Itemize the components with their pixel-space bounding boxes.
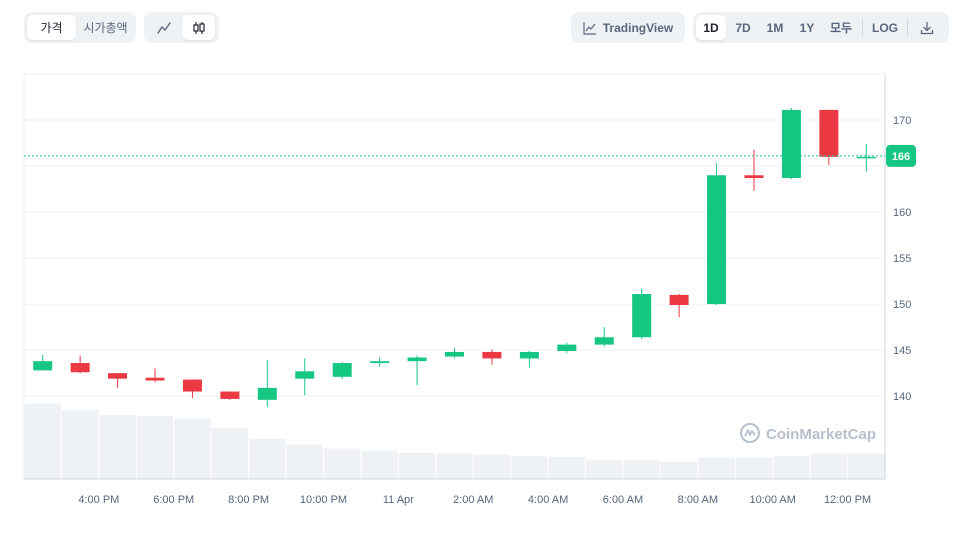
volume-bar	[361, 451, 398, 479]
price-marketcap-toggle: 가격 시가총액	[24, 12, 136, 43]
volume-bar	[61, 410, 99, 479]
y-tick-label: 170	[893, 115, 911, 127]
volume-bar	[99, 415, 136, 479]
volume-bar	[473, 454, 511, 479]
y-tick-label: 150	[893, 299, 911, 311]
current-price-label: 166	[892, 151, 910, 163]
candle-body	[220, 391, 240, 399]
volume-bar	[623, 460, 660, 479]
axes: 140 145 150 155 160 170 4:00 PM 6:00 PM 8:00 PM 1…	[24, 74, 916, 506]
candle-body	[108, 373, 128, 379]
tradingview-chart-icon	[583, 21, 596, 35]
candle-body	[182, 379, 202, 392]
candle-body	[482, 351, 502, 359]
y-tick-label: 140	[893, 391, 911, 403]
candle-body	[557, 344, 577, 352]
toolbar-divider	[862, 19, 863, 36]
volume-bar	[511, 456, 548, 479]
coinmarketcap-logo-icon	[740, 423, 760, 443]
volume-bar	[211, 428, 249, 479]
x-tick-label: 8:00 PM	[228, 494, 269, 506]
watermark-text: CoinMarketCap	[766, 426, 876, 443]
volume-bar	[286, 444, 323, 479]
tradingview-label: TradingView	[602, 20, 674, 35]
tradingview-button[interactable]: TradingView	[571, 12, 685, 43]
candle-body	[632, 293, 652, 338]
x-tick-label: 6:00 PM	[153, 494, 194, 506]
x-tick-label: 11 Apr	[383, 494, 414, 506]
x-tick-label: 10:00 AM	[749, 494, 795, 506]
candle-body	[445, 351, 464, 357]
volume-bar	[848, 453, 885, 479]
x-tick-label: 4:00 AM	[528, 494, 568, 506]
candle-body	[594, 337, 614, 345]
volume-bar	[548, 456, 586, 479]
line-chart-button[interactable]	[147, 15, 180, 40]
candle-body	[707, 175, 727, 305]
x-tick-label: 6:00 AM	[603, 494, 643, 506]
volume-bar	[136, 415, 174, 479]
y-tick-label: 145	[893, 345, 911, 357]
candle-body	[744, 175, 764, 179]
volume-bar	[735, 457, 773, 479]
x-tick-label: 2:00 AM	[453, 494, 493, 506]
current-price-badge	[886, 144, 916, 167]
volume-bar	[773, 456, 810, 479]
line-chart-icon	[156, 21, 171, 34]
candle-body	[33, 361, 53, 371]
candle-body	[70, 363, 90, 373]
volume-bar	[586, 460, 623, 479]
range-1d-button[interactable]: 1D	[696, 15, 726, 40]
range-all-button[interactable]: 모두	[829, 21, 853, 35]
download-icon	[920, 21, 934, 34]
candle-body	[257, 387, 277, 400]
candle-body	[295, 371, 315, 379]
x-tick-label: 8:00 AM	[678, 494, 718, 506]
candle-body	[332, 363, 352, 377]
grid	[23, 73, 885, 479]
x-tick-label: 12:00 PM	[824, 494, 871, 506]
volume-bar	[24, 403, 61, 479]
candlestick-button[interactable]	[182, 15, 215, 40]
y-tick-label: 160	[893, 207, 911, 219]
candles	[33, 108, 876, 408]
time-range-selector: 1D 7D 1M 1Y 모두 LOG	[693, 12, 949, 43]
candlestick-icon	[192, 21, 205, 34]
candle-body	[370, 361, 390, 364]
x-tick-label: 4:00 PM	[78, 494, 119, 506]
range-1y-button[interactable]: 1Y	[799, 20, 815, 35]
candle-body	[856, 156, 876, 159]
range-7d-button[interactable]: 7D	[735, 20, 751, 35]
x-tick-label: 10:00 PM	[300, 494, 347, 506]
candle-body	[819, 109, 839, 157]
toolbar-divider	[907, 19, 908, 36]
y-tick-label: 155	[893, 253, 911, 265]
candle-body	[407, 357, 427, 362]
download-button[interactable]	[912, 15, 942, 40]
candle-body	[669, 294, 689, 306]
range-1m-button[interactable]: 1M	[766, 20, 784, 35]
volume-bar	[810, 453, 848, 479]
volume-bar	[174, 418, 211, 479]
volume-bar	[698, 457, 735, 479]
volume-bar	[249, 438, 286, 479]
chart-mode-toggle	[144, 12, 219, 43]
volume-bar	[436, 453, 473, 479]
volume-bar	[398, 452, 436, 479]
log-scale-button[interactable]: LOG	[872, 20, 898, 35]
candle-body	[781, 109, 801, 179]
candle-body	[145, 377, 165, 381]
volume-bar	[323, 448, 361, 479]
volume-bar	[660, 461, 698, 479]
watermark: CoinMarketCap	[740, 423, 876, 443]
volume-bars	[24, 403, 885, 479]
candle-body	[519, 351, 539, 359]
tab-price[interactable]: 가격	[27, 15, 77, 40]
tab-market-cap[interactable]: 시가총액	[83, 21, 128, 35]
